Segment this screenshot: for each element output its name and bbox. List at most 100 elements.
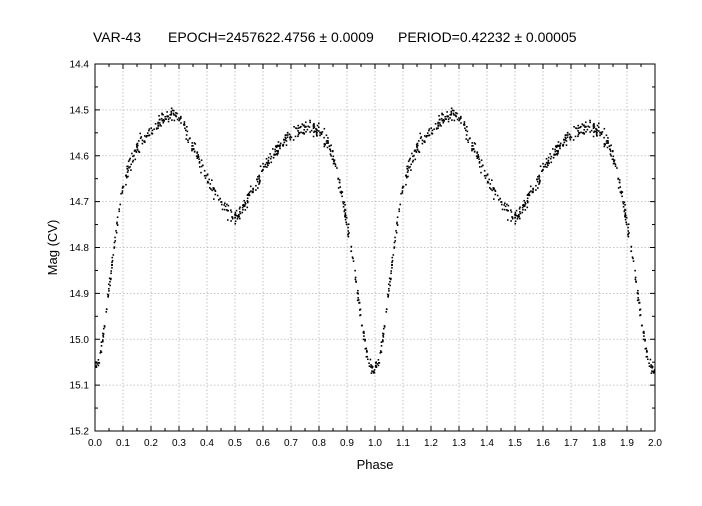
data-point: [94, 362, 97, 364]
data-point: [589, 131, 591, 133]
data-point: [350, 245, 353, 248]
data-point: [412, 159, 415, 162]
data-point: [382, 327, 385, 330]
data-point: [413, 150, 416, 152]
data-point: [575, 127, 577, 129]
data-point: [267, 159, 270, 162]
data-point: [523, 199, 526, 202]
data-point: [401, 187, 404, 189]
data-point: [425, 134, 428, 137]
data-point: [393, 246, 396, 248]
data-point: [646, 358, 649, 361]
data-point: [344, 204, 346, 206]
data-point: [226, 209, 229, 212]
data-point: [419, 137, 422, 140]
data-point: [318, 130, 320, 132]
data-point: [504, 202, 506, 205]
data-point: [581, 132, 584, 134]
data-point: [554, 150, 557, 153]
data-point: [187, 141, 190, 143]
data-point: [477, 154, 480, 156]
data-point: [313, 126, 316, 128]
data-point: [651, 366, 653, 369]
data-point: [333, 159, 336, 161]
data-point: [456, 118, 459, 121]
x-tick-label: 0.5: [228, 438, 242, 449]
data-point: [162, 121, 165, 124]
data-point: [358, 309, 361, 311]
data-point: [186, 130, 189, 133]
data-point: [172, 109, 175, 112]
data-point: [116, 221, 118, 224]
data-point: [329, 153, 332, 156]
data-point: [510, 211, 513, 213]
data-point: [121, 192, 124, 194]
data-point: [559, 144, 561, 146]
data-point: [476, 151, 479, 153]
data-point: [624, 216, 627, 218]
data-point: [94, 366, 97, 368]
data-point: [244, 201, 246, 204]
data-point: [399, 203, 402, 206]
data-point: [202, 164, 204, 167]
data-point: [162, 120, 165, 122]
data-point: [105, 311, 108, 313]
data-point: [435, 128, 438, 130]
data-point: [379, 352, 382, 354]
data-point: [282, 138, 285, 141]
data-point: [472, 144, 474, 147]
data-point: [169, 117, 171, 119]
data-point: [242, 204, 244, 207]
data-point: [176, 112, 178, 115]
y-tick-label: 14.4: [70, 60, 90, 71]
data-point: [406, 165, 408, 168]
data-point: [592, 135, 595, 138]
data-point: [610, 144, 612, 147]
data-point: [593, 126, 596, 128]
data-point: [617, 187, 620, 189]
data-point: [449, 117, 451, 119]
data-point: [266, 166, 268, 168]
y-tick-label: 15.0: [70, 335, 90, 346]
data-point: [476, 152, 478, 154]
data-point: [425, 136, 428, 138]
data-point: [258, 182, 261, 184]
data-point: [234, 211, 237, 214]
data-point: [532, 188, 535, 191]
data-point: [627, 223, 630, 226]
data-point: [274, 148, 276, 151]
data-point: [286, 134, 289, 136]
data-point: [309, 131, 311, 133]
data-point: [176, 118, 179, 121]
data-point: [588, 126, 591, 128]
data-point: [373, 369, 376, 371]
data-point: [514, 213, 516, 216]
data-point: [396, 224, 399, 226]
data-point: [330, 155, 332, 157]
data-point: [374, 366, 377, 368]
data-point: [230, 211, 233, 213]
data-point: [192, 148, 194, 151]
data-point: [131, 152, 133, 155]
data-point: [503, 204, 505, 206]
data-point: [357, 289, 359, 292]
data-point: [294, 135, 297, 138]
data-point: [270, 161, 273, 164]
data-point: [216, 194, 219, 197]
data-point: [158, 114, 160, 117]
data-point: [614, 165, 617, 167]
data-point: [600, 133, 603, 136]
data-point: [630, 245, 633, 248]
data-point: [187, 139, 189, 141]
data-point: [476, 157, 479, 159]
data-point: [650, 372, 653, 374]
data-point: [607, 141, 609, 144]
data-point: [208, 178, 211, 181]
data-point: [347, 226, 349, 229]
data-point: [305, 130, 307, 133]
data-point: [592, 124, 595, 126]
data-point: [246, 200, 249, 202]
data-point: [624, 209, 627, 211]
title-period: PERIOD=0.42232 ± 0.00005: [398, 29, 577, 45]
data-point: [364, 348, 367, 350]
